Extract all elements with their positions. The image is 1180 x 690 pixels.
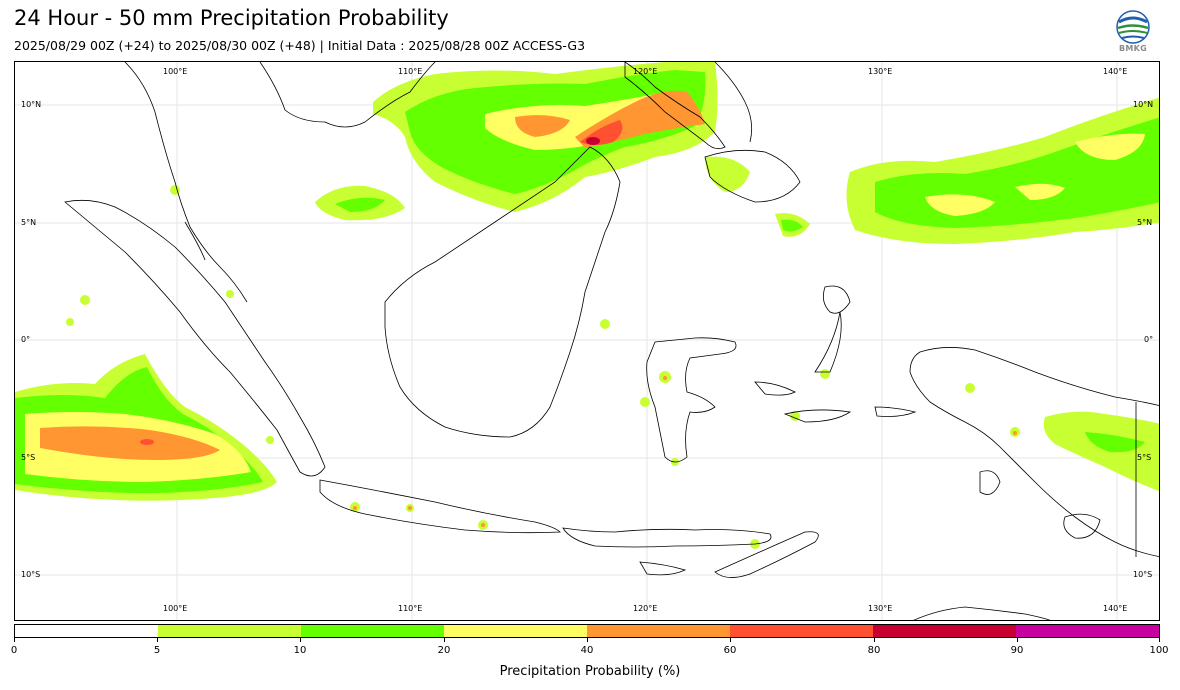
map-panel: 100°E 110°E 120°E 130°E 140°E 100°E 110°… bbox=[14, 61, 1160, 621]
legend-tick-90: 90 bbox=[1010, 645, 1024, 656]
lat-label-left-0: 0° bbox=[21, 335, 31, 344]
probability-fields bbox=[15, 62, 1159, 549]
legend-swatch-80-90 bbox=[873, 625, 1016, 637]
lat-label-left-10s: 10°S bbox=[21, 570, 41, 579]
map-subtitle: 2025/08/29 00Z (+24) to 2025/08/30 00Z (… bbox=[14, 38, 586, 53]
lat-label-left-5n: 5°N bbox=[21, 218, 37, 227]
lon-label-top-120: 120°E bbox=[633, 67, 658, 76]
lon-label-bottom-130: 130°E bbox=[868, 604, 893, 613]
legend-tick-40: 40 bbox=[580, 645, 594, 656]
lon-label-top-110: 110°E bbox=[398, 67, 423, 76]
legend-swatch-90-100 bbox=[1016, 625, 1159, 637]
legend-tick-5: 5 bbox=[153, 645, 161, 656]
legend-swatch-40-60 bbox=[587, 625, 730, 637]
lon-label-top-100: 100°E bbox=[163, 67, 188, 76]
legend-tick-80: 80 bbox=[867, 645, 881, 656]
legend-colorbar bbox=[14, 624, 1160, 638]
legend-swatch-20-40 bbox=[444, 625, 587, 637]
legend-title: Precipitation Probability (%) bbox=[499, 664, 681, 679]
lon-label-top-140: 140°E bbox=[1103, 67, 1128, 76]
logo-text: BMKG bbox=[1118, 44, 1148, 53]
coastlines bbox=[64, 62, 1159, 620]
legend-tick-60: 60 bbox=[723, 645, 737, 656]
lat-label-left-5s: 5°S bbox=[21, 453, 36, 462]
lat-label-right-10n: 10°N bbox=[1133, 100, 1154, 109]
lat-label-right-10s: 10°S bbox=[1133, 570, 1153, 579]
legend-tick-10: 10 bbox=[293, 645, 307, 656]
lon-label-bottom-120: 120°E bbox=[633, 604, 658, 613]
lat-label-right-5n: 5°N bbox=[1137, 218, 1153, 227]
bmkg-logo-icon bbox=[1116, 10, 1150, 44]
legend-swatch-0-5 bbox=[15, 625, 158, 637]
lon-label-bottom-100: 100°E bbox=[163, 604, 188, 613]
lon-label-bottom-140: 140°E bbox=[1103, 604, 1128, 613]
lat-label-right-5s: 5°S bbox=[1137, 453, 1152, 462]
lat-label-left-10n: 10°N bbox=[21, 100, 42, 109]
legend-swatch-10-20 bbox=[301, 625, 444, 637]
map-title: 24 Hour - 50 mm Precipitation Probabilit… bbox=[14, 6, 449, 30]
legend-swatch-60-80 bbox=[730, 625, 873, 637]
legend-swatch-5-10 bbox=[158, 625, 301, 637]
lon-label-bottom-110: 110°E bbox=[398, 604, 423, 613]
legend-tick-20: 20 bbox=[437, 645, 451, 656]
legend-tick-100: 100 bbox=[1149, 645, 1169, 656]
legend-tick-0: 0 bbox=[10, 645, 18, 656]
lat-label-right-0: 0° bbox=[1144, 335, 1154, 344]
map-canvas bbox=[15, 62, 1159, 620]
lon-label-top-130: 130°E bbox=[868, 67, 893, 76]
